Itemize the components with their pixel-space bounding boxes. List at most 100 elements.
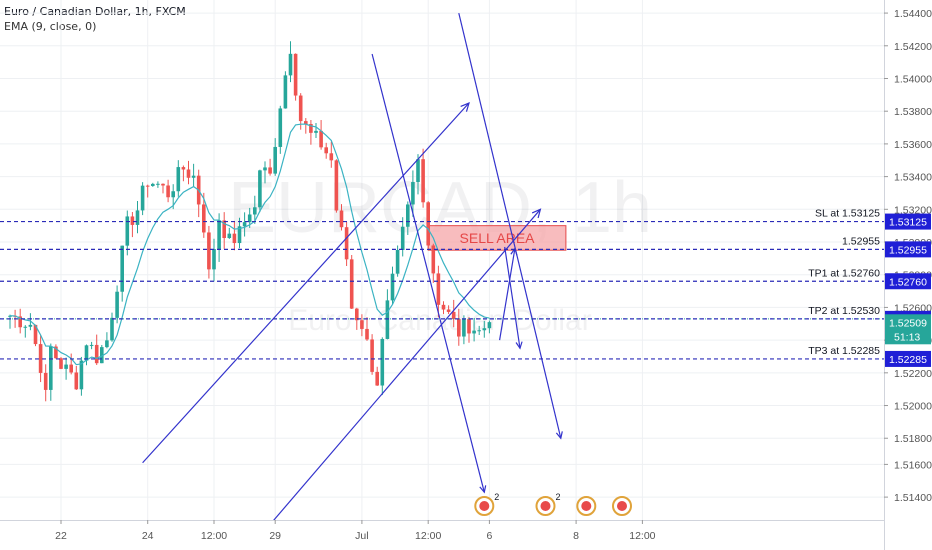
candle-body xyxy=(426,202,430,246)
event-marker[interactable] xyxy=(612,496,632,516)
channel-line[interactable] xyxy=(259,208,541,537)
price-level-tag xyxy=(885,350,931,367)
arrow-line[interactable] xyxy=(371,53,485,493)
candle-body xyxy=(23,326,28,328)
candle-body xyxy=(421,159,425,203)
event-count: 2 xyxy=(494,492,499,502)
candle-body xyxy=(268,167,272,174)
price-level-label: TP2 at 1.52530 xyxy=(808,305,880,317)
candle-body xyxy=(33,324,38,345)
candle-body xyxy=(43,372,48,390)
y-tick-label: 1.52200 xyxy=(894,368,932,380)
candle-body xyxy=(288,53,293,76)
candle-body xyxy=(319,130,323,148)
candle-body xyxy=(487,322,492,329)
candle-body xyxy=(263,167,267,171)
x-tick-label: 12:00 xyxy=(201,530,227,542)
flag-icon xyxy=(581,501,592,511)
price-level-tag-text: 1.53125 xyxy=(889,217,927,229)
candle-body xyxy=(467,318,471,334)
candle-body xyxy=(339,210,344,228)
price-level-tag xyxy=(885,273,931,290)
candle-body xyxy=(217,220,221,250)
y-tick-label: 1.53200 xyxy=(894,204,932,216)
candle-body xyxy=(477,330,481,332)
candle-body xyxy=(462,318,466,337)
price-level-tag-text: 1.52760 xyxy=(889,276,927,288)
flag-icon xyxy=(479,501,490,511)
candle-body xyxy=(298,95,303,122)
candle-body xyxy=(161,183,165,186)
y-tick-label: 1.53400 xyxy=(894,172,932,184)
candle-body xyxy=(258,170,262,208)
symbol-title[interactable]: Euro / Canadian Dollar, 1h, FXCM xyxy=(4,5,186,18)
candle-body xyxy=(390,273,395,301)
indicator-label[interactable]: EMA (9, close, 0) xyxy=(4,20,97,33)
candle-body xyxy=(380,338,385,386)
event-marker[interactable]: 2 xyxy=(535,492,561,516)
x-tick-label: Jul xyxy=(355,530,368,542)
candle-body xyxy=(222,220,226,238)
candle-body xyxy=(176,167,181,192)
arrow-line[interactable] xyxy=(458,12,562,439)
candle-body xyxy=(54,346,58,359)
candle-body xyxy=(18,316,22,328)
price-level-label: 1.52955 xyxy=(842,235,880,247)
candle-body xyxy=(207,232,211,270)
event-marker[interactable]: 2 xyxy=(474,492,499,516)
candle-body xyxy=(355,308,359,321)
candle-body xyxy=(115,291,119,318)
candle-body xyxy=(375,371,379,386)
x-tick-label: 12:00 xyxy=(415,530,441,542)
candle-body xyxy=(431,245,436,274)
candle-body xyxy=(59,358,63,369)
y-tick-label: 1.51800 xyxy=(894,433,932,445)
candle-body xyxy=(400,226,405,250)
y-tick-label: 1.54400 xyxy=(894,8,932,20)
candle-body xyxy=(293,53,298,96)
candle-body xyxy=(237,226,242,244)
candle-body xyxy=(64,364,68,369)
price-level-tag xyxy=(885,213,931,230)
grid-lines xyxy=(0,0,884,520)
candle-body xyxy=(79,360,84,390)
channel-line[interactable] xyxy=(142,102,470,464)
y-tick-label: 1.52000 xyxy=(894,401,932,413)
candle-body xyxy=(472,330,476,334)
channel-arrow-head xyxy=(460,101,470,112)
time-axis-bg xyxy=(0,520,884,550)
arrow-head xyxy=(479,485,487,494)
candle-body xyxy=(451,311,456,320)
candle-body xyxy=(247,214,252,223)
bar-countdown-timer: 51:13 xyxy=(894,331,920,343)
arrow-line[interactable] xyxy=(504,246,521,349)
y-tick-label: 1.54200 xyxy=(894,41,932,53)
x-tick-label: 12:00 xyxy=(629,530,655,542)
flag-icon xyxy=(617,501,627,511)
candle-body xyxy=(314,130,318,133)
candle-body xyxy=(411,182,415,205)
y-tick-label: 1.51600 xyxy=(894,459,932,471)
sell-area-box[interactable] xyxy=(427,225,567,251)
event-marker[interactable] xyxy=(576,496,597,516)
candle-body xyxy=(416,159,420,183)
ema-line xyxy=(9,123,490,366)
candle-body xyxy=(334,160,339,211)
x-tick-label: 29 xyxy=(269,530,281,542)
y-tick-label: 1.53800 xyxy=(894,106,932,118)
candle-body xyxy=(360,320,364,329)
candle-body xyxy=(406,204,410,227)
candle-body xyxy=(324,147,328,154)
candle-body xyxy=(151,183,155,186)
arrow-line[interactable] xyxy=(499,248,516,341)
x-tick-label: 24 xyxy=(142,530,154,542)
candle-body xyxy=(278,108,283,147)
candle-body xyxy=(69,364,73,373)
candle-body xyxy=(273,146,277,174)
candle-body xyxy=(166,185,170,198)
candle-body xyxy=(156,183,160,185)
candle-body xyxy=(395,249,400,274)
candle-body xyxy=(441,304,446,310)
price-level-label: TP1 at 1.52760 xyxy=(808,267,880,279)
